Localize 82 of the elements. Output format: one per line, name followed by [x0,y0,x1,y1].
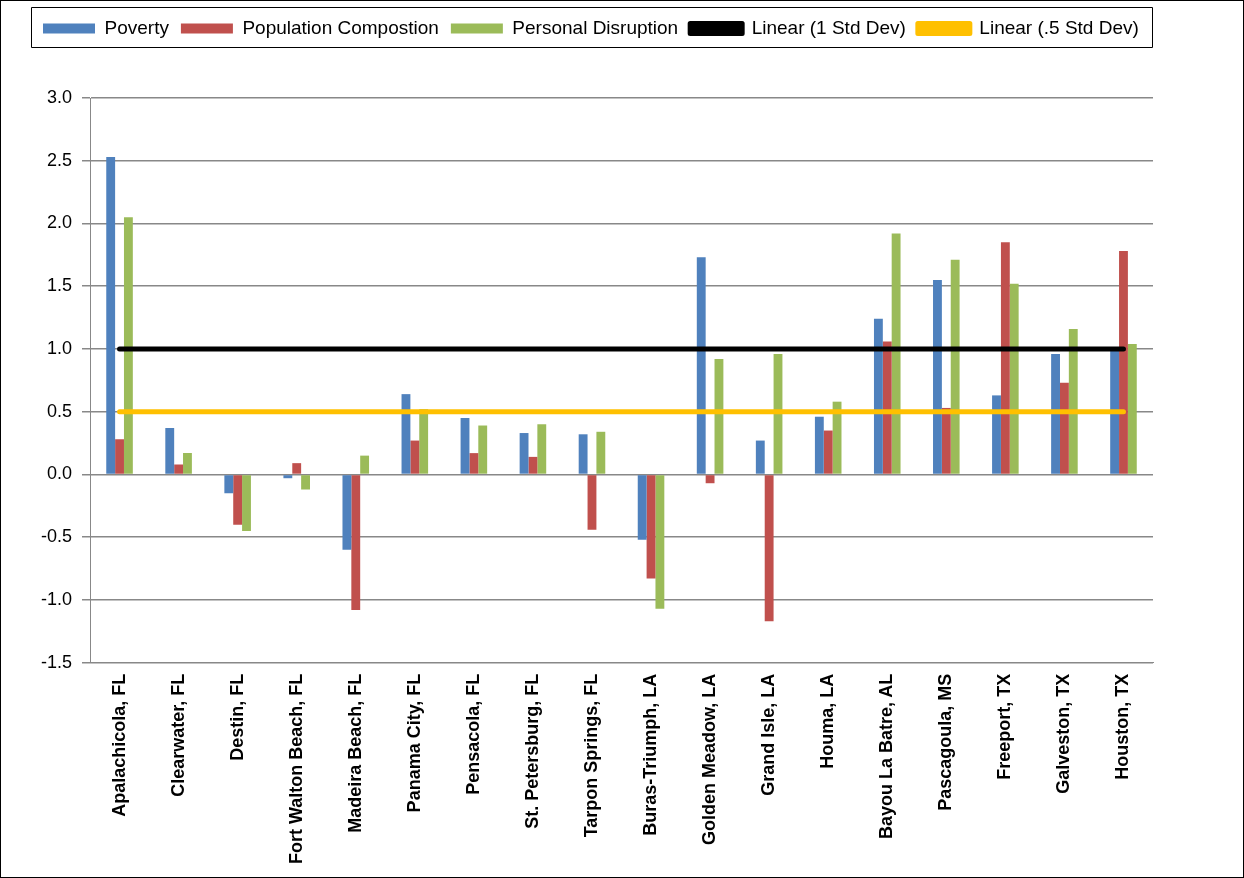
bar [1119,251,1128,474]
bar [873,318,883,474]
bar [360,455,370,474]
x-tick-label: Pascagoula, MS [935,673,956,811]
x-tick-label: Buras-Triumph, LA [640,673,660,836]
x-tick-label: Houma, LA [817,673,838,769]
bar [882,341,892,474]
bar [696,257,706,474]
bar [587,475,597,530]
bar [1051,353,1060,474]
bar [646,475,656,579]
bar [115,439,124,474]
y-tick-label: 3.0 [46,86,73,107]
bar [891,233,901,474]
bar [1068,328,1078,474]
bar [292,463,302,474]
bar [1009,283,1019,474]
y-tick-label: 2.5 [46,149,73,170]
bar [1127,343,1137,474]
y-tick-label: 2.0 [46,212,73,233]
legend-label: Linear (1 Std Dev) [751,16,906,38]
bar [637,475,647,540]
bar [1110,348,1120,474]
bar [460,417,470,474]
bar [233,475,243,525]
x-tick-label: Panama City, FL [403,673,424,813]
x-tick-label: Bayou La Batre, AL [876,673,897,840]
y-tick-label: 0.0 [46,463,73,484]
y-tick-label: 0.5 [46,400,73,421]
bar [106,156,116,474]
bar [705,475,715,484]
bar [814,416,824,474]
bar [528,456,538,474]
bar [823,430,833,474]
legend-label: Personal Disruption [512,16,679,38]
bar [755,440,765,474]
bar [123,217,133,474]
bar [183,453,192,474]
bar [469,453,479,474]
y-tick-label: -1.0 [40,588,73,609]
x-tick-label: Madeira Beach, FL [344,673,365,833]
x-tick-label: Golden Meadow, LA [699,673,720,846]
bar [578,434,588,474]
x-tick-label: Grand Isle, LA [758,673,779,796]
bar [410,440,420,474]
x-tick-label: Fort Walton Beach, FL [285,673,306,864]
x-tick-label: St. Petersburg, FL [521,673,542,829]
bar [351,475,361,610]
bar [174,464,184,474]
legend-label: Linear (.5 Std Dev) [979,16,1139,38]
bar [933,279,942,474]
bar [283,475,293,479]
bar [537,424,547,474]
bar [224,475,234,494]
bar [941,407,951,474]
legend-label: Population Compostion [242,16,439,38]
bar [596,431,606,474]
y-tick-label: 1.0 [46,337,73,358]
y-tick-label: -1.5 [40,651,73,672]
x-tick-label: Apalachicola, FL [108,673,129,817]
bar [764,475,774,622]
bar [478,425,488,474]
x-tick-label: Clearwater, FL [167,673,188,797]
y-tick-label: 1.5 [46,275,73,296]
bar [242,475,251,531]
bar [950,259,960,474]
bar [519,433,529,474]
bar [301,475,310,490]
x-tick-label: Tarpon Springs, FL [580,673,601,838]
bar [1000,242,1010,474]
x-tick-label: Pensacola, FL [462,673,483,795]
legend-label: Poverty [104,16,170,38]
bar [655,475,665,609]
bar [342,475,352,550]
x-tick-label: Destin, FL [226,673,247,761]
x-tick-label: Freeport, TX [994,673,1015,780]
y-tick-label: -0.5 [40,526,73,547]
x-tick-label: Houston, TX [1112,673,1133,780]
bar [1059,382,1069,474]
x-tick-label: Galveston, TX [1053,673,1074,794]
bar [992,395,1001,474]
bar [165,428,175,474]
